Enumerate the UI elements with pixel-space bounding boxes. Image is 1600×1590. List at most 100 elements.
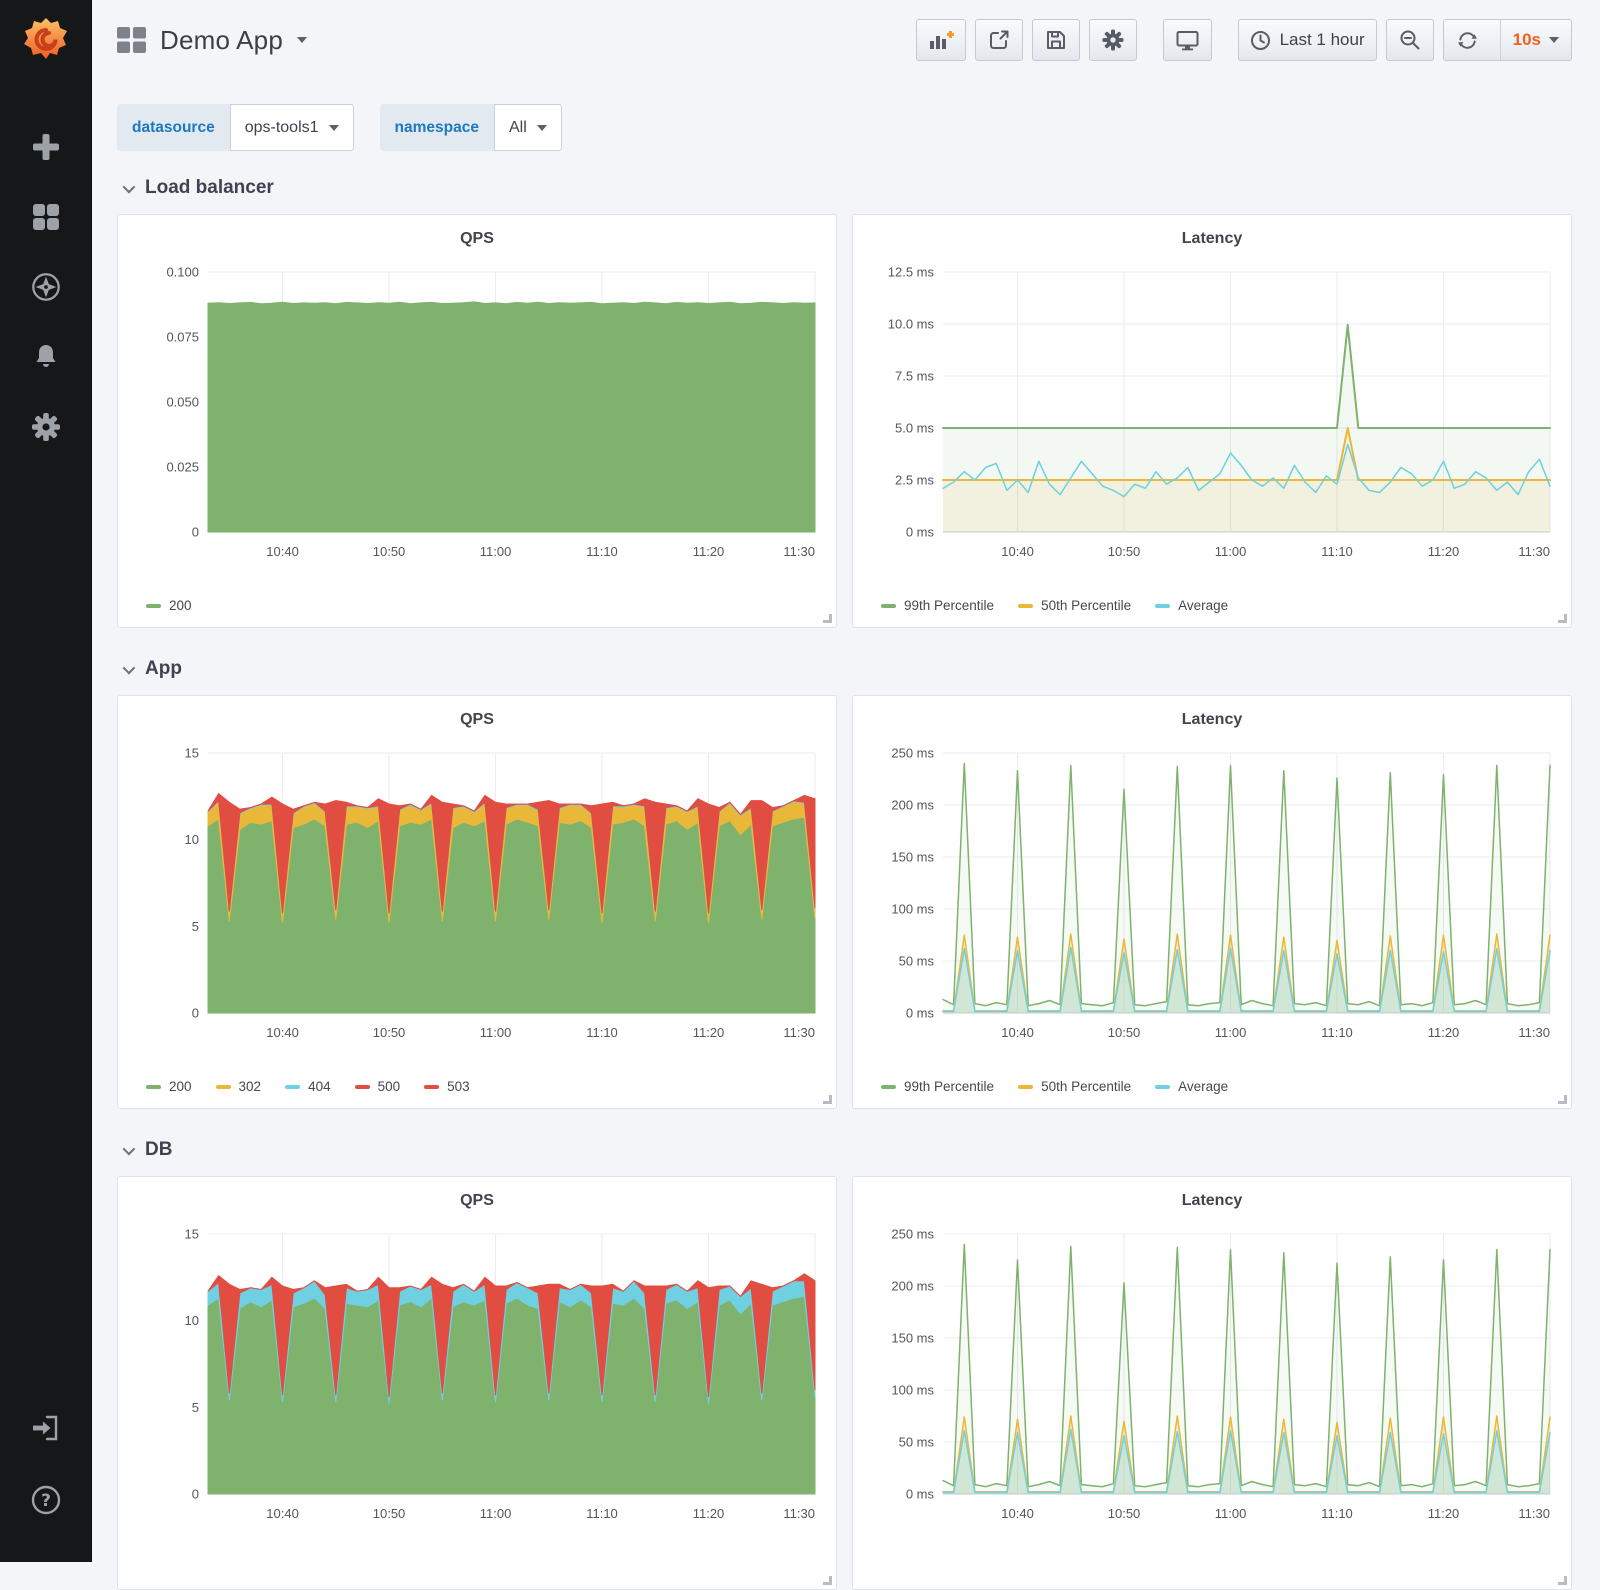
panel-title[interactable]: Latency [1181,1192,1243,1209]
grafana-logo[interactable] [20,13,72,65]
svg-text:11:10: 11:10 [586,544,618,559]
legend-item[interactable]: 50th Percentile [1018,598,1131,613]
panel-title[interactable]: QPS [460,711,494,728]
svg-text:250 ms: 250 ms [891,1227,934,1242]
dashboard-grid-icon [117,27,146,53]
db-latency-chart[interactable]: 0 ms 50 ms 100 ms 150 ms 200 ms 250 ms 10:40 10… [865,1224,1560,1526]
chevron-down-icon [1549,37,1559,43]
legend-item[interactable]: 99th Percentile [881,598,994,613]
dashboard-picker[interactable]: Demo App [117,25,308,56]
panel-row: QPS 0 5 10 15 10:40 10:50 11:00 11:10 11:20 11:30… [117,695,1572,1109]
svg-text:11:00: 11:00 [479,1025,511,1040]
svg-text:10:40: 10:40 [1001,544,1034,559]
dashboards-icon[interactable] [30,201,62,233]
panel-resize-handle[interactable] [1558,1576,1567,1585]
variable-value-dropdown[interactable]: All [493,104,562,151]
row-header-load-balancer[interactable]: Load balancer [122,177,1572,199]
legend-item[interactable]: 99th Percentile [881,1079,994,1094]
lb-qps-chart[interactable]: 0 0.025 0.050 0.075 0.100 10:40 10:50 11:00 11:1… [130,262,825,564]
row-header-app[interactable]: App [122,658,1572,680]
app-qps-chart[interactable]: 0 5 10 15 10:40 10:50 11:00 11:10 11:20 11:30 [130,743,825,1045]
panel-title[interactable]: QPS [460,230,494,247]
svg-text:0: 0 [191,1006,198,1021]
alerting-bell-icon[interactable] [30,341,62,373]
legend-item[interactable]: 500 [354,1079,400,1094]
legend-series-color [285,1084,301,1089]
legend-item[interactable]: 200 [146,598,192,613]
refresh-icon [1457,31,1477,49]
sign-in-icon[interactable] [0,1412,92,1444]
legend-item[interactable]: Average [1155,1079,1228,1094]
panel-resize-handle[interactable] [1558,1095,1567,1104]
save-button[interactable] [1031,19,1080,61]
svg-text:200 ms: 200 ms [891,798,934,813]
svg-text:11:30: 11:30 [783,544,815,559]
variable-namespace: namespace All [379,104,562,151]
panel-resize-handle[interactable] [1558,614,1567,623]
tv-mode-button[interactable] [1162,19,1212,61]
panel-lb-qps: QPS 0 0.025 0.050 0.075 0.100 10:40 10:50 11:00… [117,214,837,628]
svg-text:10: 10 [184,832,198,847]
svg-text:250 ms: 250 ms [891,746,934,761]
refresh-now[interactable] [1444,20,1491,60]
panel-row: QPS 0 5 10 15 10:40 10:50 11:00 11:10 11:20 11:30… [117,1176,1572,1590]
legend: 200 [146,598,192,613]
variable-value-dropdown[interactable]: ops-tools1 [229,104,354,151]
legend-series-label: 200 [169,1079,192,1094]
legend: 200 302 404 500 503 [146,1079,470,1094]
row-collapse-chevron-icon [122,661,136,674]
template-variables: datasource ops-tools1 namespace All [117,104,1572,151]
svg-text:10:40: 10:40 [266,1025,299,1040]
panel-title[interactable]: QPS [460,1192,494,1209]
legend-item[interactable]: Average [1155,598,1228,613]
legend-item[interactable]: 404 [285,1079,331,1094]
zoom-out-button[interactable] [1385,19,1434,61]
variable-value: All [508,118,527,136]
panel-title[interactable]: Latency [1181,711,1243,728]
lb-latency-chart[interactable]: 0 ms 2.5 ms 5.0 ms 7.5 ms 10.0 ms 12.5 ms 10:4… [865,262,1560,564]
refresh-interval-dropdown[interactable]: 10s [1499,20,1571,60]
legend-series-color [1155,603,1171,608]
legend-item[interactable]: 302 [215,1079,261,1094]
svg-text:11:20: 11:20 [1427,1506,1459,1521]
legend-series-color [1155,1084,1171,1089]
panel-title[interactable]: Latency [1181,230,1243,247]
settings-gear-icon[interactable] [30,411,62,443]
add-panel-button[interactable] [915,19,966,61]
app-latency-chart[interactable]: 0 ms 50 ms 100 ms 150 ms 200 ms 250 ms 10:40 10… [865,743,1560,1045]
dashboard-settings-button[interactable] [1088,19,1137,61]
refresh-button[interactable]: 10s [1442,19,1572,61]
panel-resize-handle[interactable] [823,1576,832,1585]
legend-item[interactable]: 503 [424,1079,470,1094]
zoom-out-icon [1400,30,1420,50]
svg-text:12.5 ms: 12.5 ms [887,265,934,280]
legend-series-color [881,1084,896,1089]
main-content: Demo App [92,0,1600,1590]
legend-item[interactable]: 200 [146,1079,192,1094]
dashboard-settings-gear-icon [1102,29,1124,51]
help-icon[interactable]: ? [0,1484,92,1516]
time-range-button[interactable]: Last 1 hour [1237,19,1377,61]
svg-text:11:20: 11:20 [1427,544,1459,559]
svg-text:11:00: 11:00 [1214,1025,1246,1040]
legend-item[interactable]: 50th Percentile [1018,1079,1131,1094]
share-button[interactable] [974,19,1023,61]
panel-resize-handle[interactable] [823,614,832,623]
svg-text:15: 15 [184,1227,198,1242]
legend-series-color [424,1084,440,1089]
svg-text:11:10: 11:10 [1321,544,1353,559]
row-title: Load balancer [145,177,274,198]
explore-compass-icon[interactable] [30,271,62,303]
row-header-db[interactable]: DB [122,1139,1572,1161]
legend-series-color [146,603,161,608]
db-qps-chart[interactable]: 0 5 10 15 10:40 10:50 11:00 11:10 11:20 11:30 [130,1224,825,1526]
svg-text:11:30: 11:30 [783,1506,815,1521]
svg-text:11:20: 11:20 [692,544,724,559]
svg-text:2.5 ms: 2.5 ms [894,473,934,488]
legend-series-label: 503 [447,1079,470,1094]
panel-db-qps: QPS 0 5 10 15 10:40 10:50 11:00 11:10 11:20 11:30 [117,1176,837,1590]
panel-resize-handle[interactable] [823,1095,832,1104]
legend-series-label: Average [1178,598,1229,613]
svg-text:11:00: 11:00 [1214,1506,1246,1521]
create-plus-icon[interactable] [30,131,62,163]
